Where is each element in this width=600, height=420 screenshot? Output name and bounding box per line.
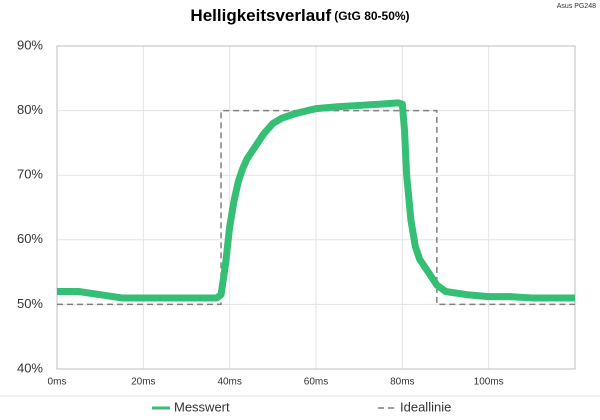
y-tick-label: 90% [17, 37, 43, 52]
chart-title: Helligkeitsverlauf (GtG 80-50%) [190, 6, 409, 25]
subtitle: (GtG 80-50%) [334, 9, 409, 23]
x-tick-label: 40ms [217, 377, 241, 388]
series-line [57, 99, 575, 302]
x-tick-label: 60ms [304, 377, 328, 388]
y-tick-label: 40% [17, 360, 43, 375]
legend-label: Ideallinie [400, 399, 451, 414]
x-tick-label: 80ms [390, 377, 414, 388]
x-tick-label: 0ms [48, 377, 67, 388]
y-tick-label: 60% [17, 231, 43, 246]
plot-border [56, 45, 576, 370]
y-tick-label: 50% [17, 296, 43, 311]
legend-label: Messwert [174, 399, 230, 414]
y-tick-label: 70% [17, 167, 43, 182]
x-tick-label: 20ms [131, 377, 155, 388]
corner-label: Asus PG248 [557, 3, 596, 10]
y-tick-label: 80% [17, 102, 43, 117]
x-tick-label: 100ms [474, 377, 504, 388]
title: Helligkeitsverlauf [190, 6, 331, 25]
